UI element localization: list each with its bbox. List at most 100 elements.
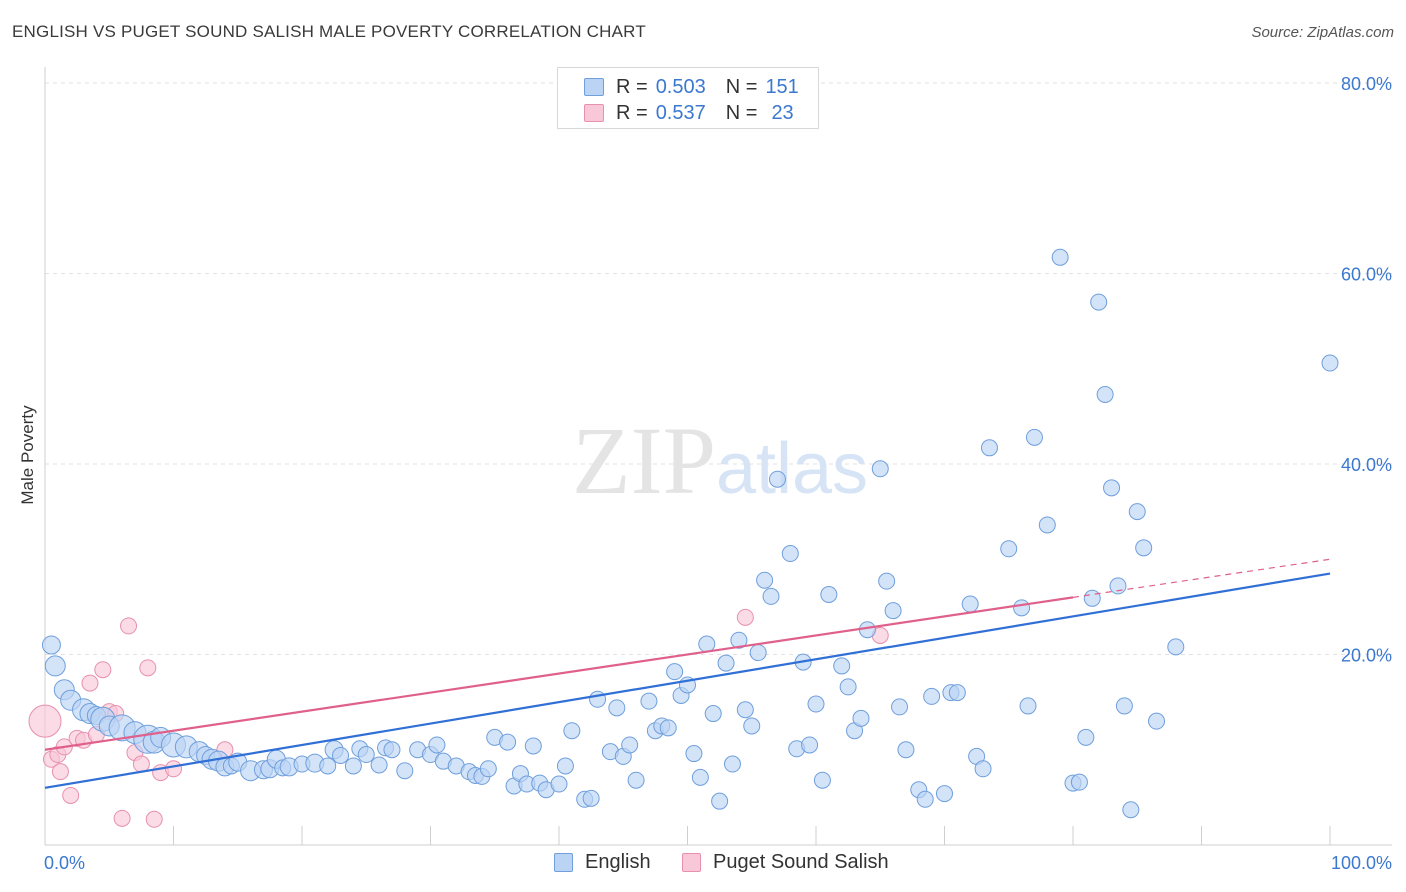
watermark-zip: ZIP xyxy=(572,407,716,514)
data-point-english xyxy=(884,602,902,620)
legend-swatch-english xyxy=(584,78,604,96)
trend-lines xyxy=(44,558,1331,789)
data-point-english xyxy=(1038,516,1056,534)
data-point-english xyxy=(807,695,825,713)
data-point-english xyxy=(891,698,909,716)
data-point-english xyxy=(428,736,446,754)
data-point-english xyxy=(736,701,754,719)
data-point-english xyxy=(698,635,716,653)
data-point-english xyxy=(743,717,761,735)
data-point-english xyxy=(383,741,401,759)
data-point-english xyxy=(499,733,517,751)
y-tick-label: 60.0% xyxy=(1341,265,1392,285)
bottom-swatch-puget xyxy=(682,853,701,872)
data-point-english xyxy=(627,771,645,789)
data-point-english xyxy=(1077,728,1095,746)
data-point-english xyxy=(1128,503,1146,521)
data-point-english xyxy=(1000,540,1018,558)
data-point-english xyxy=(801,736,819,754)
data-point-english xyxy=(1070,773,1088,791)
data-point-english xyxy=(608,699,626,717)
data-point-puget xyxy=(94,661,112,679)
data-point-puget xyxy=(62,786,80,804)
data-point-english xyxy=(1051,248,1069,266)
data-point-english xyxy=(1013,599,1031,617)
data-point-english xyxy=(820,585,838,603)
data-point-english xyxy=(723,755,741,773)
legend-n-value: 151 xyxy=(765,75,799,98)
watermark: ZIPatlas xyxy=(572,407,868,514)
data-point-english xyxy=(762,587,780,605)
data-point-english xyxy=(640,692,658,710)
data-point-english xyxy=(563,722,581,740)
data-point-english xyxy=(833,657,851,675)
chart-title: ENGLISH VS PUGET SOUND SALISH MALE POVER… xyxy=(12,22,646,41)
data-point-puget xyxy=(81,674,99,692)
legend-r-label: R = xyxy=(616,101,648,124)
legend-swatch-puget xyxy=(584,104,604,122)
data-point-english xyxy=(756,571,774,589)
bottom-legend: English Puget Sound Salish xyxy=(0,851,1406,877)
data-point-english xyxy=(550,775,568,793)
source-credit: Source: ZipAtlas.com xyxy=(1251,24,1394,41)
data-point-english xyxy=(980,439,998,457)
data-point-english xyxy=(666,663,684,681)
bottom-legend-puget-label: Puget Sound Salish xyxy=(713,851,889,873)
legend-row-english: R = 0.503 N = 151 xyxy=(584,75,807,99)
data-point-english xyxy=(685,745,703,763)
data-point-english xyxy=(1115,697,1133,715)
trend-line-english xyxy=(44,572,1331,789)
data-point-english xyxy=(659,719,677,737)
data-point-english xyxy=(1103,479,1121,497)
data-point-english xyxy=(41,635,61,655)
data-point-english xyxy=(749,644,767,662)
axes xyxy=(44,67,1392,846)
legend-r-value: 0.537 xyxy=(655,101,706,124)
data-point-english xyxy=(897,741,915,759)
data-point-english xyxy=(948,684,966,702)
data-point-english xyxy=(878,572,896,590)
data-point-english xyxy=(556,757,574,775)
legend-r-label: R = xyxy=(616,75,648,98)
data-point-english xyxy=(396,762,414,780)
data-point-english xyxy=(781,545,799,563)
data-point-puget xyxy=(28,704,62,738)
data-point-english xyxy=(44,655,66,677)
data-point-puget xyxy=(120,617,138,635)
series-puget-sound-salish xyxy=(28,608,889,828)
data-point-english xyxy=(852,709,870,727)
data-point-english xyxy=(839,678,857,696)
data-point-english xyxy=(768,470,786,488)
data-point-puget xyxy=(139,659,157,677)
x-tick-label-min: 0.0% xyxy=(44,853,85,873)
data-point-puget xyxy=(113,809,131,827)
legend-n-value: 23 xyxy=(771,101,794,124)
bottom-swatch-english xyxy=(554,853,573,872)
data-point-english xyxy=(1019,697,1037,715)
data-point-english xyxy=(916,790,934,808)
y-tick-label: 80.0% xyxy=(1341,74,1392,94)
data-point-english xyxy=(582,789,600,807)
bottom-legend-puget: Puget Sound Salish xyxy=(682,851,889,874)
data-point-puget xyxy=(132,755,150,773)
trend-line-puget-extension xyxy=(1072,558,1331,598)
data-point-english xyxy=(730,631,748,649)
data-point-english xyxy=(1090,293,1108,311)
data-point-english xyxy=(704,705,722,723)
bottom-legend-english-label: English xyxy=(585,851,651,873)
data-point-english xyxy=(1321,354,1339,372)
data-point-english xyxy=(357,746,375,764)
series-english xyxy=(41,248,1339,819)
data-point-english xyxy=(717,654,735,672)
legend-row-puget: R = 0.537 N = 23 xyxy=(584,101,802,125)
data-point-puget xyxy=(51,763,69,781)
watermark-atlas: atlas xyxy=(716,429,868,509)
data-point-english xyxy=(344,757,362,775)
data-point-english xyxy=(1167,638,1185,656)
data-point-english xyxy=(813,771,831,789)
data-point-english xyxy=(524,737,542,755)
data-point-english xyxy=(974,760,992,778)
data-point-english xyxy=(691,768,709,786)
data-point-english xyxy=(479,760,497,778)
data-point-english xyxy=(871,460,889,478)
